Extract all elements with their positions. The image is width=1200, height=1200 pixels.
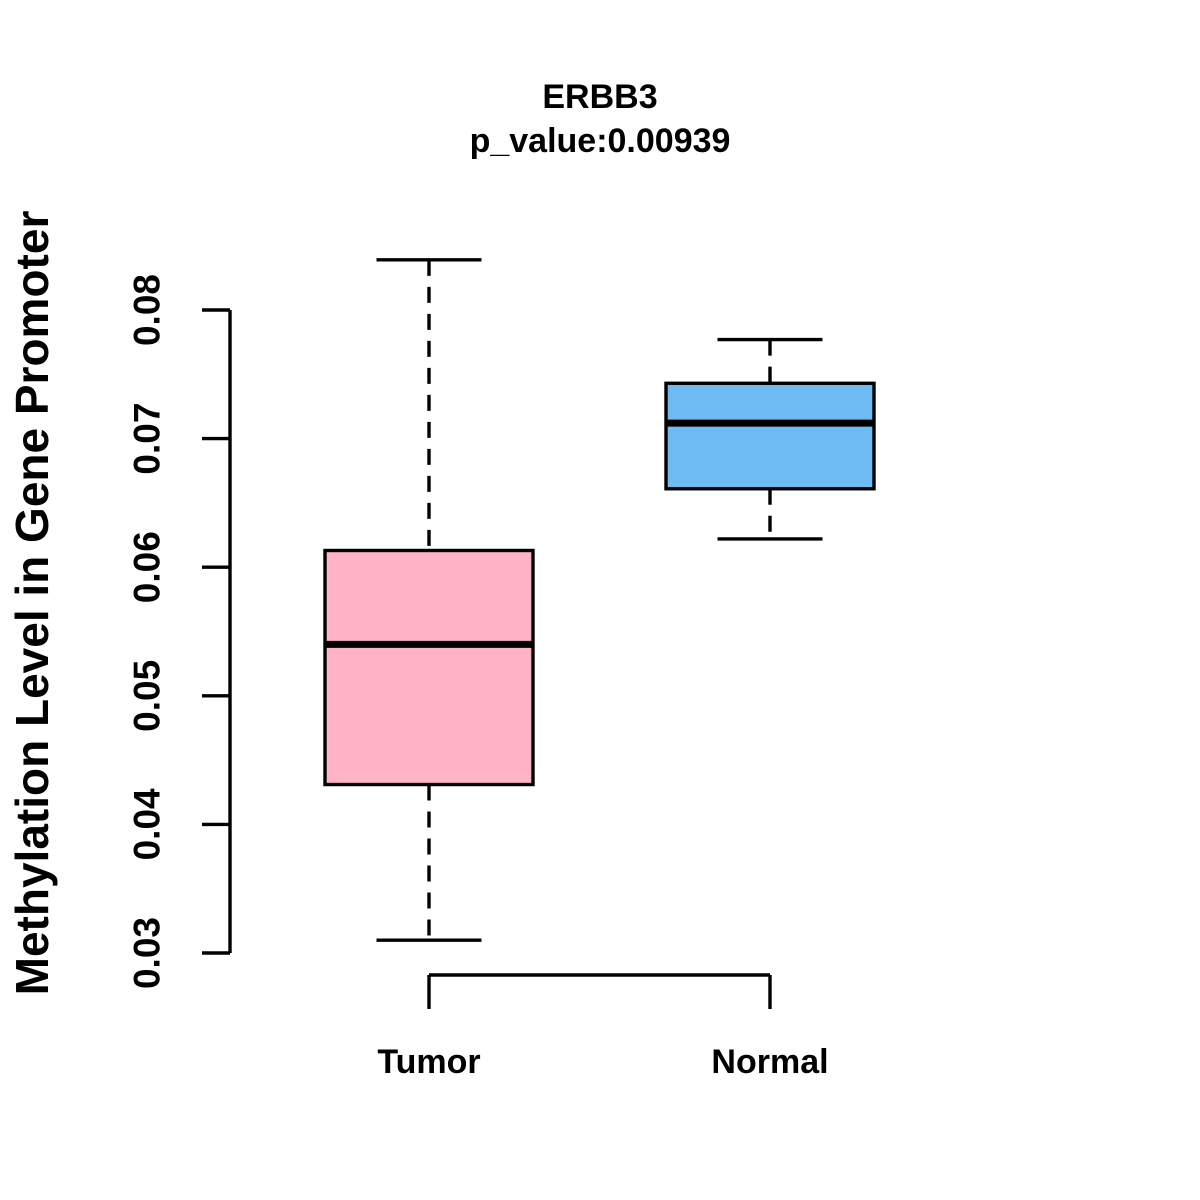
tumor-box [323,548,535,787]
normal-box [664,381,876,491]
y-tick-label: 0.06 [127,531,168,603]
chart-title: ERBB3 [542,78,658,116]
x-tick-label-tumor: Tumor [377,1043,480,1081]
chart-subtitle: p_value:0.00939 [469,122,731,160]
y-tick-label: 0.04 [127,788,168,860]
y-tick-label: 0.03 [127,917,168,989]
y-tick-label: 0.07 [127,403,168,475]
x-tick-label-normal: Normal [711,1043,828,1081]
y-tick-label: 0.08 [127,274,168,346]
y-tick-label: 0.05 [127,660,168,732]
